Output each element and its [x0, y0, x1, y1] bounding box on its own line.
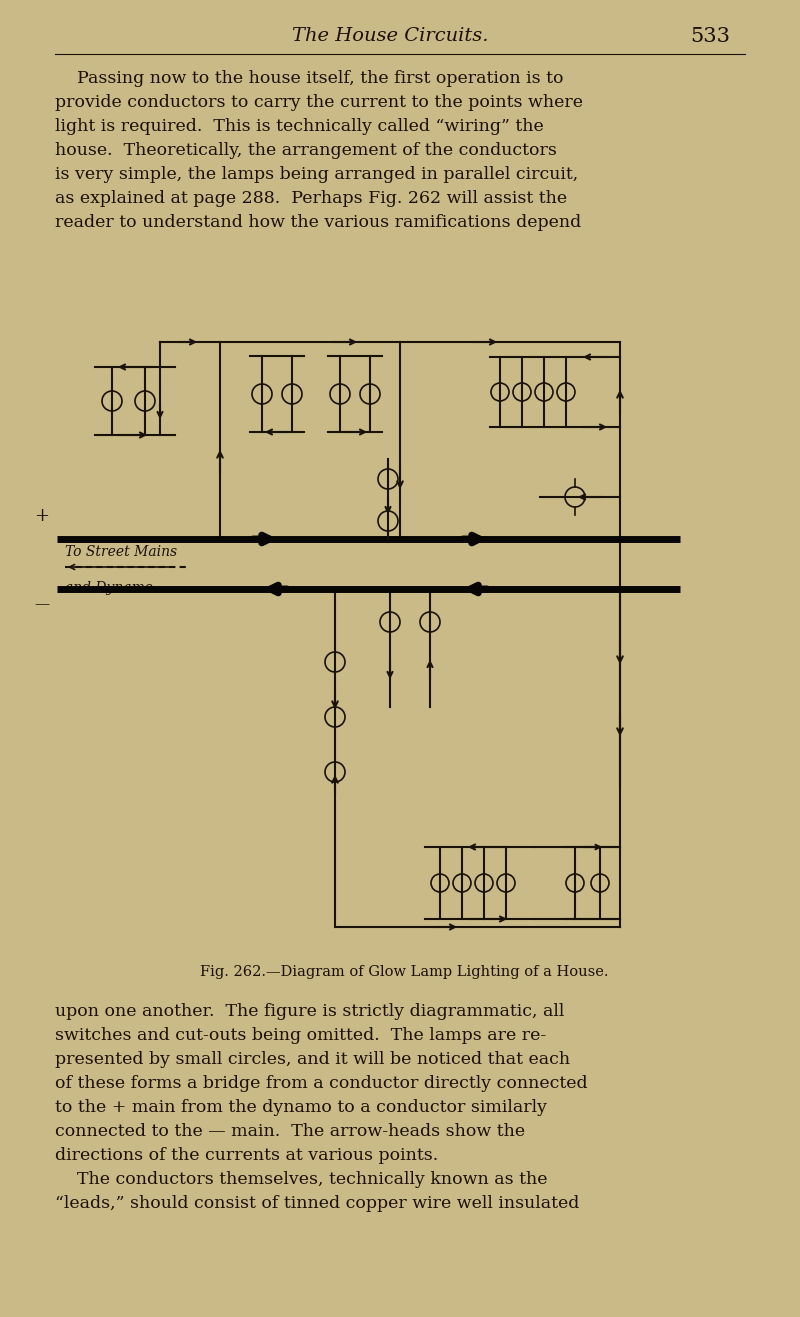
Text: and Dynamo.: and Dynamo.	[65, 581, 157, 595]
Text: “leads,” should consist of tinned copper wire well insulated: “leads,” should consist of tinned copper…	[55, 1195, 579, 1212]
Text: presented by small circles, and it will be noticed that each: presented by small circles, and it will …	[55, 1051, 570, 1068]
Text: is very simple, the lamps being arranged in parallel circuit,: is very simple, the lamps being arranged…	[55, 166, 578, 183]
Text: +: +	[34, 507, 50, 525]
Text: as explained at page 288.  Perhaps Fig. 262 will assist the: as explained at page 288. Perhaps Fig. 2…	[55, 190, 567, 207]
Text: directions of the currents at various points.: directions of the currents at various po…	[55, 1147, 438, 1164]
Text: of these forms a bridge from a conductor directly connected: of these forms a bridge from a conductor…	[55, 1075, 588, 1092]
Text: —: —	[34, 597, 50, 611]
Text: house.  Theoretically, the arrangement of the conductors: house. Theoretically, the arrangement of…	[55, 142, 557, 159]
Text: light is required.  This is technically called “wiring” the: light is required. This is technically c…	[55, 119, 544, 136]
Text: provide conductors to carry the current to the points where: provide conductors to carry the current …	[55, 94, 583, 111]
Text: to the + main from the dynamo to a conductor similarly: to the + main from the dynamo to a condu…	[55, 1098, 547, 1115]
Text: The conductors themselves, technically known as the: The conductors themselves, technically k…	[55, 1171, 547, 1188]
Text: upon one another.  The figure is strictly diagrammatic, all: upon one another. The figure is strictly…	[55, 1004, 564, 1019]
Text: switches and cut-outs being omitted.  The lamps are re-: switches and cut-outs being omitted. The…	[55, 1027, 546, 1044]
Text: reader to understand how the various ramifications depend: reader to understand how the various ram…	[55, 213, 582, 230]
Text: connected to the — main.  The arrow-heads show the: connected to the — main. The arrow-heads…	[55, 1123, 525, 1141]
Text: The House Circuits.: The House Circuits.	[292, 28, 488, 45]
Text: Passing now to the house itself, the first operation is to: Passing now to the house itself, the fir…	[55, 70, 563, 87]
Text: To Street Mains: To Street Mains	[65, 545, 177, 558]
Text: 533: 533	[690, 28, 730, 46]
Text: Fig. 262.—Diagram of Glow Lamp Lighting of a House.: Fig. 262.—Diagram of Glow Lamp Lighting …	[200, 965, 609, 979]
